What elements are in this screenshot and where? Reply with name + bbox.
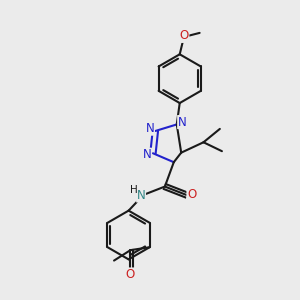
Text: N: N [146, 122, 154, 135]
Text: O: O [187, 188, 196, 201]
Text: O: O [126, 268, 135, 281]
Text: N: N [143, 148, 152, 161]
Text: N: N [137, 189, 146, 202]
Text: O: O [180, 29, 189, 42]
Text: H: H [130, 184, 138, 194]
Text: N: N [178, 116, 187, 129]
